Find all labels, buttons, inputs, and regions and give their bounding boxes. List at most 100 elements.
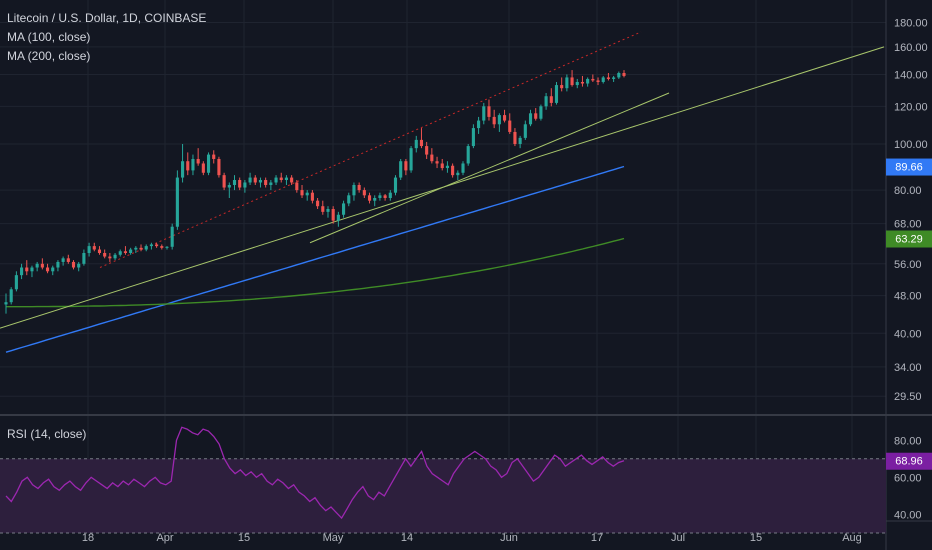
candle-body[interactable] xyxy=(103,253,107,257)
candle-body[interactable] xyxy=(544,96,548,107)
candle-body[interactable] xyxy=(4,302,8,305)
candle-body[interactable] xyxy=(30,267,34,272)
candle-body[interactable] xyxy=(378,195,382,198)
candle-body[interactable] xyxy=(414,139,418,149)
candle-body[interactable] xyxy=(560,85,564,89)
candle-body[interactable] xyxy=(430,154,434,162)
candle-body[interactable] xyxy=(45,267,50,272)
candle-body[interactable] xyxy=(601,77,605,82)
candle-body[interactable] xyxy=(118,251,122,255)
candle-body[interactable] xyxy=(108,256,112,259)
candle-body[interactable] xyxy=(471,128,475,147)
candle-body[interactable] xyxy=(51,267,55,272)
candle-body[interactable] xyxy=(310,192,314,201)
candle-body[interactable] xyxy=(321,206,325,212)
candle-body[interactable] xyxy=(518,137,522,144)
candle-body[interactable] xyxy=(466,146,470,164)
candle-body[interactable] xyxy=(232,180,237,185)
candle-body[interactable] xyxy=(248,177,252,183)
candle-body[interactable] xyxy=(487,106,491,117)
candle-body[interactable] xyxy=(482,106,486,121)
symbol-title[interactable]: Litecoin / U.S. Dollar, 1D, COINBASE xyxy=(7,11,207,25)
candle-body[interactable] xyxy=(575,81,579,86)
candle-body[interactable] xyxy=(155,244,159,247)
candle-body[interactable] xyxy=(139,247,143,250)
candle-body[interactable] xyxy=(87,246,91,254)
candle-body[interactable] xyxy=(217,158,221,176)
candle-body[interactable] xyxy=(290,177,294,183)
candle-body[interactable] xyxy=(56,261,60,268)
candle-body[interactable] xyxy=(528,113,533,125)
candle-body[interactable] xyxy=(388,192,392,198)
candle-body[interactable] xyxy=(419,139,424,147)
candle-body[interactable] xyxy=(160,246,164,248)
candle-body[interactable] xyxy=(565,77,569,89)
candle-body[interactable] xyxy=(393,177,398,193)
candle-body[interactable] xyxy=(279,177,283,181)
candle-body[interactable] xyxy=(591,78,595,81)
candle-body[interactable] xyxy=(362,190,366,196)
candle-body[interactable] xyxy=(300,190,304,196)
candle-body[interactable] xyxy=(461,163,465,173)
candle-body[interactable] xyxy=(77,263,81,268)
candle-body[interactable] xyxy=(373,197,377,201)
candle-body[interactable] xyxy=(212,154,216,159)
candle-body[interactable] xyxy=(596,80,600,82)
candle-body[interactable] xyxy=(186,161,190,171)
candle-body[interactable] xyxy=(14,275,18,290)
candle-body[interactable] xyxy=(549,96,553,103)
rsi-legend-label[interactable]: RSI (14, close) xyxy=(7,427,87,441)
candle-body[interactable] xyxy=(336,214,340,221)
candle-body[interactable] xyxy=(284,177,288,181)
candle-body[interactable] xyxy=(305,192,309,196)
candle-body[interactable] xyxy=(201,163,205,173)
candle-body[interactable] xyxy=(269,182,273,185)
candle-body[interactable] xyxy=(357,184,361,191)
candle-body[interactable] xyxy=(617,72,621,78)
trendline-short[interactable] xyxy=(309,92,670,244)
candle-body[interactable] xyxy=(523,124,527,138)
candle-body[interactable] xyxy=(539,106,543,119)
candle-body[interactable] xyxy=(451,165,455,176)
candle-body[interactable] xyxy=(612,77,616,79)
channel-line[interactable] xyxy=(99,31,642,268)
candle-body[interactable] xyxy=(326,209,330,212)
candle-body[interactable] xyxy=(295,182,299,191)
candle-body[interactable] xyxy=(123,251,128,254)
candle-body[interactable] xyxy=(191,158,195,171)
candle-body[interactable] xyxy=(134,247,138,250)
candle-body[interactable] xyxy=(25,267,29,272)
candle-body[interactable] xyxy=(580,81,585,84)
candle-body[interactable] xyxy=(404,161,408,171)
candle-body[interactable] xyxy=(144,246,148,250)
candle-body[interactable] xyxy=(492,116,496,125)
candle-body[interactable] xyxy=(165,246,169,248)
candle-body[interactable] xyxy=(222,175,226,188)
candle-body[interactable] xyxy=(71,261,76,268)
candle-body[interactable] xyxy=(383,195,387,198)
candle-body[interactable] xyxy=(35,263,39,268)
candle-body[interactable] xyxy=(622,72,626,76)
candle-body[interactable] xyxy=(274,177,278,183)
ma100-legend-label[interactable]: MA (100, close) xyxy=(7,30,91,44)
candle-body[interactable] xyxy=(170,226,174,247)
ma100-line[interactable] xyxy=(5,165,625,353)
candle-body[interactable] xyxy=(258,180,263,183)
candle-body[interactable] xyxy=(534,113,538,119)
candle-body[interactable] xyxy=(435,161,439,164)
candle-body[interactable] xyxy=(238,180,242,188)
candle-body[interactable] xyxy=(554,85,559,103)
candle-body[interactable] xyxy=(586,78,590,84)
candle-body[interactable] xyxy=(196,158,200,164)
candle-body[interactable] xyxy=(253,177,257,183)
candle-body[interactable] xyxy=(352,184,356,196)
candle-body[interactable] xyxy=(497,115,501,125)
candle-body[interactable] xyxy=(425,146,429,155)
candle-body[interactable] xyxy=(264,180,268,185)
candle-body[interactable] xyxy=(206,154,211,173)
ma200-line[interactable] xyxy=(6,237,625,308)
ma200-legend-label[interactable]: MA (200, close) xyxy=(7,49,91,63)
candle-body[interactable] xyxy=(61,258,65,262)
candle-body[interactable] xyxy=(66,258,70,262)
